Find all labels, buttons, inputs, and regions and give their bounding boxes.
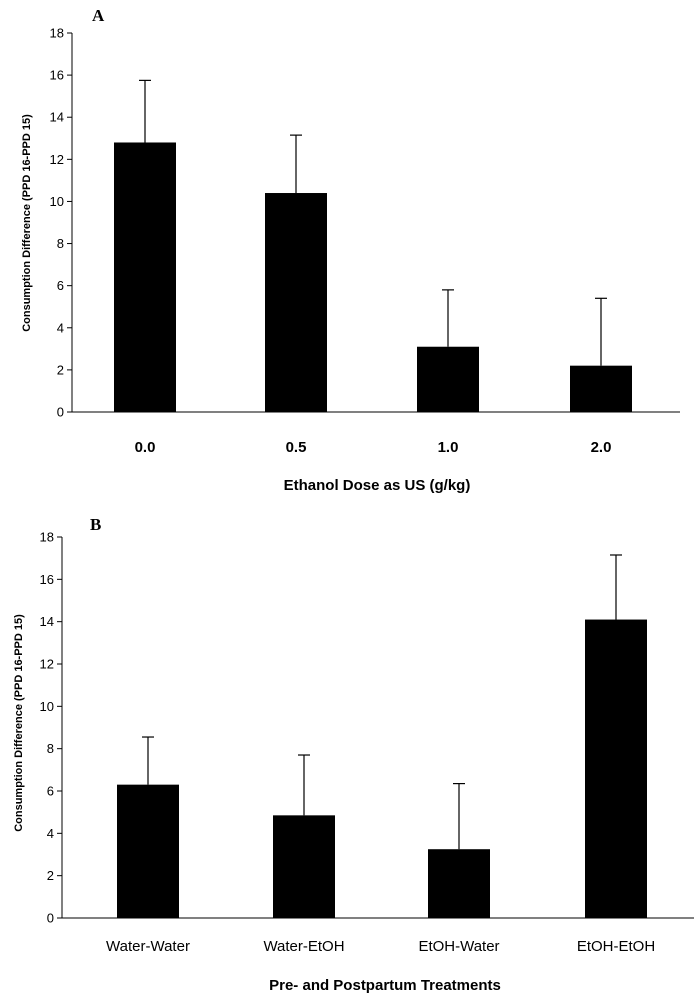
panel-b-y-tick-label: 18 xyxy=(40,530,54,545)
panel-a-y-axis-label: Consumption Difference (PPD 16-PPD 15) xyxy=(21,114,33,332)
panel-a-y-tick-label: 2 xyxy=(57,362,64,377)
panel-a-bar-4 xyxy=(570,365,632,412)
panel-b-chart: B Consumption Difference (PPD 16-PPD 15)… xyxy=(13,515,694,994)
panel-a-y-tick-label: 0 xyxy=(57,405,64,420)
panel-a-bar-2 xyxy=(265,193,327,412)
panel-b-y-axis-label: Consumption Difference (PPD 16-PPD 15) xyxy=(13,614,25,832)
panel-a-bar-1 xyxy=(114,142,176,412)
panel-a-y-tick-label: 10 xyxy=(50,194,64,209)
panel-b-bar-1 xyxy=(117,784,179,918)
panel-a-y-tick-label: 6 xyxy=(57,278,64,293)
panel-b-category-label-4: EtOH-EtOH xyxy=(577,938,655,955)
panel-a-y-tick-label: 14 xyxy=(50,110,64,125)
panel-a-bar-3 xyxy=(417,346,479,412)
panel-a-category-label-3: 1.0 xyxy=(438,439,459,456)
panel-a-y-tick-label: 18 xyxy=(50,26,64,41)
panel-b-y-tick-label: 0 xyxy=(47,911,54,926)
panel-b-y-tick-label: 16 xyxy=(40,572,54,587)
panel-a-y-tick-label: 4 xyxy=(57,320,64,335)
panel-b-y-tick-label: 10 xyxy=(40,699,54,714)
panel-b-category-label-2: Water-EtOH xyxy=(263,938,344,955)
panel-a-letter: A xyxy=(92,6,105,25)
panel-b-x-axis-label: Pre- and Postpartum Treatments xyxy=(269,977,501,994)
panel-b-letter: B xyxy=(90,515,101,534)
panel-b-y-tick-label: 2 xyxy=(47,868,54,883)
panel-a-category-label-4: 2.0 xyxy=(591,439,612,456)
panel-b-bar-2 xyxy=(273,815,335,918)
panel-a-category-label-2: 0.5 xyxy=(286,439,307,456)
panel-b-y-tick-label: 6 xyxy=(47,784,54,799)
panel-b-y-tick-label: 14 xyxy=(40,614,54,629)
panel-b-y-tick-label: 12 xyxy=(40,657,54,672)
panel-a-chart: A Consumption Difference (PPD 16-PPD 15)… xyxy=(21,6,680,494)
panel-a-y-tick-label: 16 xyxy=(50,68,64,83)
panel-a-y-tick-label: 8 xyxy=(57,236,64,251)
panel-a-x-axis-label: Ethanol Dose as US (g/kg) xyxy=(284,477,471,494)
panel-b-category-label-1: Water-Water xyxy=(106,938,190,955)
panel-a-category-label-1: 0.0 xyxy=(135,439,156,456)
panel-b-y-tick-label: 4 xyxy=(47,826,54,841)
panel-b-bar-4 xyxy=(585,619,647,918)
panel-b-bar-3 xyxy=(428,849,490,918)
panel-b-y-tick-label: 8 xyxy=(47,741,54,756)
panel-a-y-tick-label: 12 xyxy=(50,152,64,167)
panel-b-category-label-3: EtOH-Water xyxy=(418,938,499,955)
